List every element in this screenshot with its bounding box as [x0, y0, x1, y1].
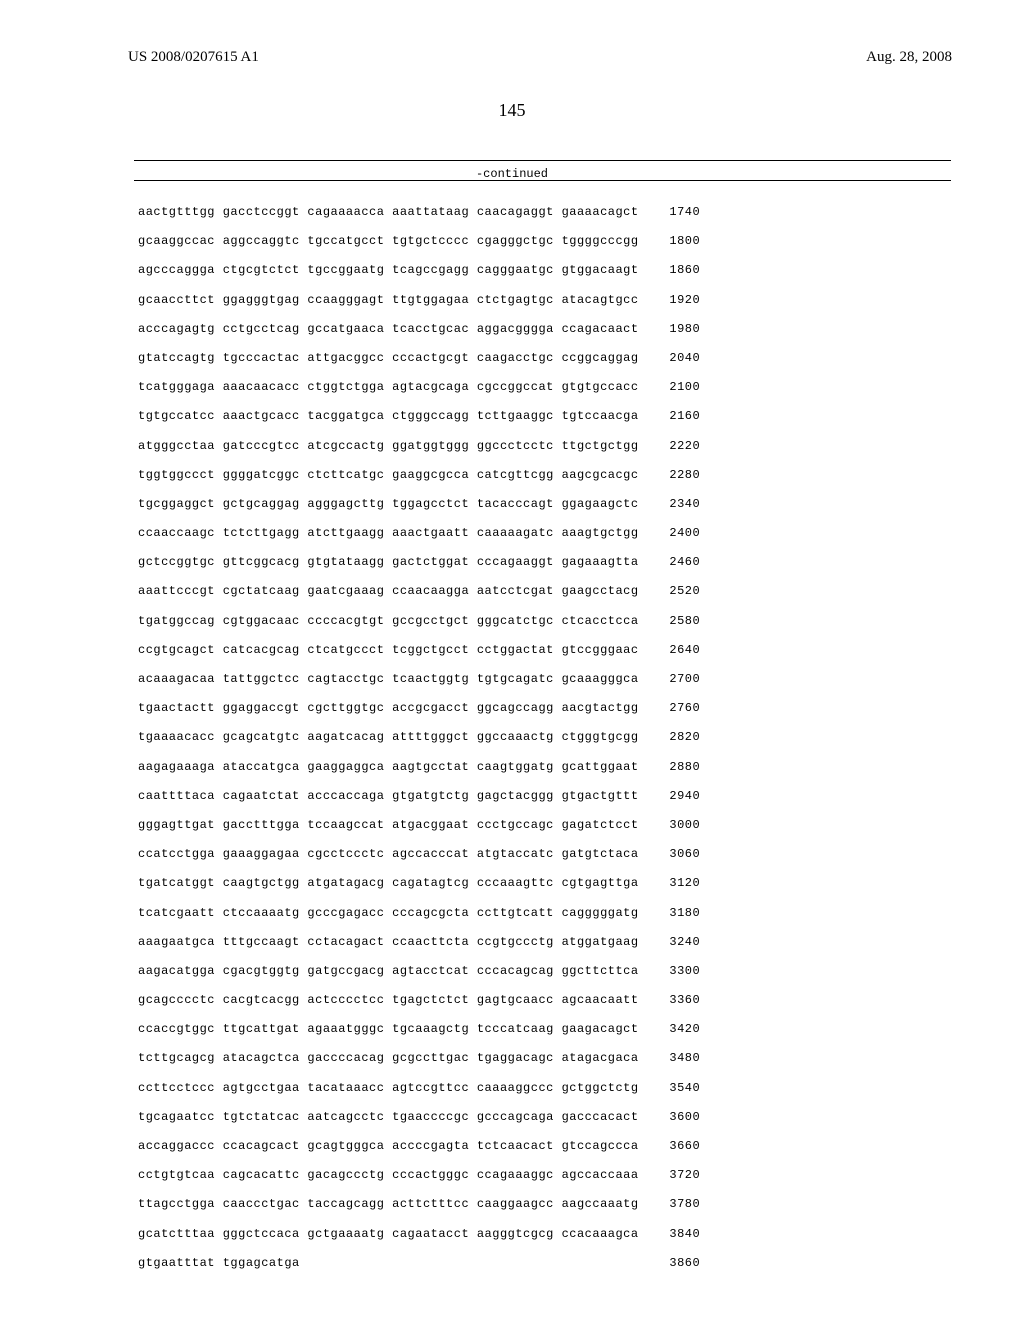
sequence-row: ttagcctgga caaccctgac taccagcagg acttctt…: [138, 1198, 700, 1210]
sequence-row: atgggcctaa gatcccgtcc atcgccactg ggatggt…: [138, 440, 700, 452]
sequence-row: aaattcccgt cgctatcaag gaatcgaaag ccaacaa…: [138, 585, 700, 597]
sequence-row: ccttcctccc agtgcctgaa tacataaacc agtccgt…: [138, 1082, 700, 1094]
sequence-row: agcccaggga ctgcgtctct tgccggaatg tcagccg…: [138, 264, 700, 276]
sequence-row: gcaaccttct ggagggtgag ccaagggagt ttgtgga…: [138, 294, 700, 306]
sequence-row: acccagagtg cctgcctcag gccatgaaca tcacctg…: [138, 323, 700, 335]
sequence-row: ccgtgcagct catcacgcag ctcatgccct tcggctg…: [138, 644, 700, 656]
publication-date: Aug. 28, 2008: [866, 49, 952, 66]
publication-number: US 2008/0207615 A1: [128, 49, 259, 66]
sequence-row: tgaaaacacc gcagcatgtc aagatcacag attttgg…: [138, 731, 700, 743]
sequence-table: aactgtttgg gacctccggt cagaaaacca aaattat…: [138, 206, 700, 1286]
sequence-row: gcagcccctc cacgtcacgg actcccctcc tgagctc…: [138, 994, 700, 1006]
sequence-row: gctccggtgc gttcggcacg gtgtataagg gactctg…: [138, 556, 700, 568]
sequence-row: tcatgggaga aaacaacacc ctggtctgga agtacgc…: [138, 381, 700, 393]
sequence-row: aagacatgga cgacgtggtg gatgccgacg agtacct…: [138, 965, 700, 977]
sequence-row: tcttgcagcg atacagctca gaccccacag gcgcctt…: [138, 1052, 700, 1064]
sequence-row: gtgaatttat tggagcatga 3860: [138, 1257, 700, 1269]
sequence-row: ccatcctgga gaaaggagaa cgcctccctc agccacc…: [138, 848, 700, 860]
sequence-row: ccaccgtggc ttgcattgat agaaatgggc tgcaaag…: [138, 1023, 700, 1035]
sequence-row: gcaaggccac aggccaggtc tgccatgcct tgtgctc…: [138, 235, 700, 247]
sequence-row: gggagttgat gacctttgga tccaagccat atgacgg…: [138, 819, 700, 831]
sequence-row: tgatcatggt caagtgctgg atgatagacg cagatag…: [138, 877, 700, 889]
sequence-row: accaggaccc ccacagcact gcagtgggca accccga…: [138, 1140, 700, 1152]
sequence-row: tgcggaggct gctgcaggag agggagcttg tggagcc…: [138, 498, 700, 510]
divider-top: [134, 160, 951, 161]
sequence-row: gcatctttaa gggctccaca gctgaaaatg cagaata…: [138, 1228, 700, 1240]
sequence-row: gtatccagtg tgcccactac attgacggcc cccactg…: [138, 352, 700, 364]
sequence-row: tcatcgaatt ctccaaaatg gcccgagacc cccagcg…: [138, 907, 700, 919]
sequence-row: ccaaccaagc tctcttgagg atcttgaagg aaactga…: [138, 527, 700, 539]
continued-label: -continued: [0, 167, 1024, 181]
sequence-row: tgaactactt ggaggaccgt cgcttggtgc accgcga…: [138, 702, 700, 714]
sequence-row: tgcagaatcc tgtctatcac aatcagcctc tgaaccc…: [138, 1111, 700, 1123]
sequence-row: caattttaca cagaatctat acccaccaga gtgatgt…: [138, 790, 700, 802]
sequence-row: acaaagacaa tattggctcc cagtacctgc tcaactg…: [138, 673, 700, 685]
page-number: 145: [0, 100, 1024, 121]
divider-bottom: [134, 180, 951, 181]
sequence-row: aactgtttgg gacctccggt cagaaaacca aaattat…: [138, 206, 700, 218]
sequence-row: aagagaaaga ataccatgca gaaggaggca aagtgcc…: [138, 761, 700, 773]
sequence-row: tgatggccag cgtggacaac ccccacgtgt gccgcct…: [138, 615, 700, 627]
sequence-row: tggtggccct ggggatcggc ctcttcatgc gaaggcg…: [138, 469, 700, 481]
sequence-row: cctgtgtcaa cagcacattc gacagccctg cccactg…: [138, 1169, 700, 1181]
sequence-row: tgtgccatcc aaactgcacc tacggatgca ctgggcc…: [138, 410, 700, 422]
sequence-row: aaagaatgca tttgccaagt cctacagact ccaactt…: [138, 936, 700, 948]
